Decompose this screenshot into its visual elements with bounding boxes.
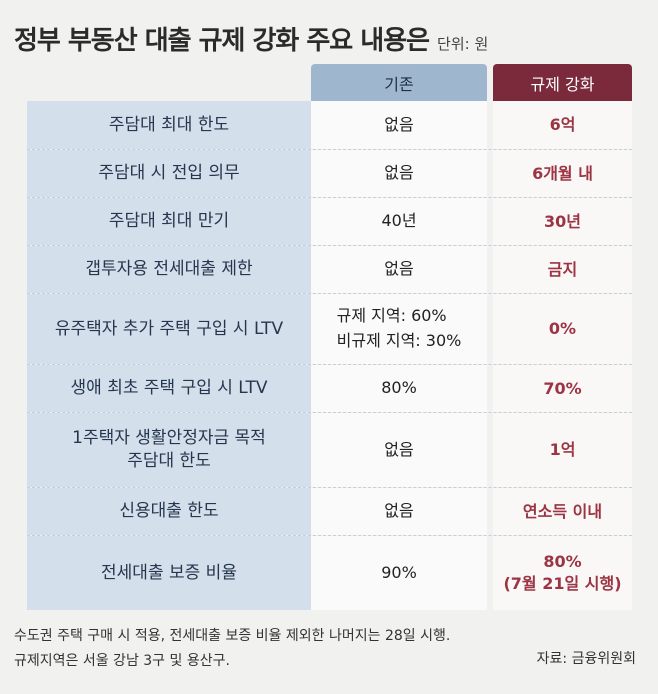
base-value: 없음 bbox=[311, 246, 487, 293]
table-row: 신용대출 한도 없음 연소득 이내 bbox=[27, 488, 632, 536]
base-value-line: 비규제 지역: 30% bbox=[336, 331, 462, 350]
row-label: 주담대 시 전입 의무 bbox=[27, 150, 311, 197]
footnote: 수도권 주택 구매 시 적용, 전세대출 보증 비율 제외한 나머지는 28일 … bbox=[14, 628, 451, 644]
row-label: 생애 최초 주택 구입 시 LTV bbox=[27, 365, 311, 412]
base-value: 없음 bbox=[311, 488, 487, 535]
row-label: 주담대 최대 만기 bbox=[27, 198, 311, 245]
base-value: 없음 bbox=[311, 150, 487, 197]
source-credit: 자료: 금융위원회 bbox=[536, 651, 636, 667]
row-label: 주담대 최대 한도 bbox=[27, 101, 311, 149]
regulation-value: 0% bbox=[493, 294, 632, 364]
table-row: 주담대 시 전입 의무 없음 6개월 내 bbox=[27, 150, 632, 198]
regulation-value: 30년 bbox=[493, 198, 632, 245]
row-label: 유주택자 추가 주택 구입 시 LTV bbox=[27, 294, 311, 364]
regulation-value: 70% bbox=[493, 365, 632, 412]
row-label: 신용대출 한도 bbox=[27, 488, 311, 535]
base-value: 규제 지역: 60% 비규제 지역: 30% bbox=[311, 294, 487, 364]
unit-label: 단위: 원 bbox=[437, 35, 489, 53]
base-value-line: 규제 지역: 60% bbox=[336, 306, 447, 326]
table-row: 1주택자 생활안정자금 목적 주담대 한도 없음 1억 bbox=[27, 413, 632, 488]
page-title: 정부 부동산 대출 규제 강화 주요 내용은 단위: 원 bbox=[14, 20, 488, 57]
table-row: 생애 최초 주택 구입 시 LTV 80% 70% bbox=[27, 365, 632, 413]
base-value: 없음 bbox=[311, 413, 487, 487]
row-label: 1주택자 생활안정자금 목적 주담대 한도 bbox=[27, 413, 311, 487]
table-row: 주담대 최대 만기 40년 30년 bbox=[27, 198, 632, 246]
row-label: 갭투자용 전세대출 제한 bbox=[27, 246, 311, 293]
column-header-base: 기존 bbox=[311, 64, 487, 101]
regulation-value: 80% (7월 21일 시행) bbox=[493, 536, 632, 610]
regulation-value: 6억 bbox=[493, 101, 632, 149]
column-header-regulation: 규제 강화 bbox=[493, 64, 632, 101]
base-value: 80% bbox=[311, 365, 487, 412]
regulation-value-line: (7월 21일 시행) bbox=[503, 574, 622, 593]
footnotes: 수도권 주택 구매 시 적용, 전세대출 보증 비율 제외한 나머지는 28일 … bbox=[14, 624, 644, 673]
regulation-value: 6개월 내 bbox=[493, 150, 632, 197]
base-value: 90% bbox=[311, 536, 487, 610]
footnote: 규제지역은 서울 강남 3구 및 용산구. bbox=[14, 652, 230, 669]
table-row: 주담대 최대 한도 없음 6억 bbox=[27, 101, 632, 150]
table-row: 전세대출 보증 비율 90% 80% (7월 21일 시행) bbox=[27, 536, 632, 610]
comparison-table: 주담대 최대 한도 없음 6억 주담대 시 전입 의무 없음 6개월 내 주담대… bbox=[27, 101, 632, 610]
base-value: 40년 bbox=[311, 198, 487, 245]
row-label: 전세대출 보증 비율 bbox=[27, 536, 311, 610]
regulation-value: 연소득 이내 bbox=[493, 488, 632, 535]
table-row: 갭투자용 전세대출 제한 없음 금지 bbox=[27, 246, 632, 294]
row-label-line: 1주택자 생활안정자금 목적 bbox=[72, 428, 266, 449]
title-text: 정부 부동산 대출 규제 강화 주요 내용은 bbox=[14, 26, 430, 56]
table-row: 유주택자 추가 주택 구입 시 LTV 규제 지역: 60% 비규제 지역: 3… bbox=[27, 294, 632, 365]
regulation-value: 금지 bbox=[493, 246, 632, 293]
base-value: 없음 bbox=[311, 101, 487, 149]
row-label-line: 주담대 한도 bbox=[127, 451, 211, 471]
regulation-value: 1억 bbox=[493, 413, 632, 487]
regulation-value-line: 80% bbox=[543, 552, 582, 572]
